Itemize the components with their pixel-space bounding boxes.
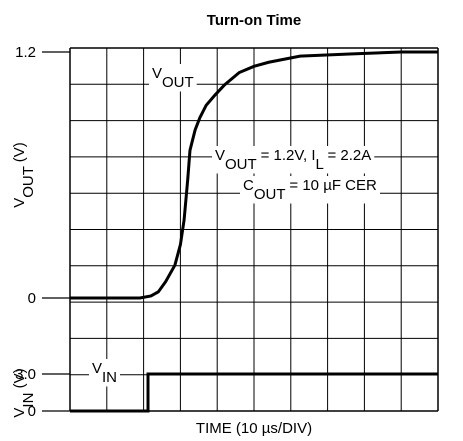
annotation: VIN bbox=[92, 360, 117, 386]
text-part: IN bbox=[20, 393, 37, 408]
text-part: L bbox=[316, 156, 324, 173]
text-part: (V) bbox=[11, 142, 28, 166]
text-part: V bbox=[152, 65, 162, 82]
text-part: (V) bbox=[11, 368, 28, 392]
chart-title: Turn-on Time bbox=[207, 12, 301, 29]
label-background bbox=[89, 359, 121, 387]
y-tick-label: 0 bbox=[28, 403, 36, 420]
text-part: OUT bbox=[254, 186, 286, 203]
text-part: C bbox=[243, 177, 254, 194]
text-part: = 1.2V, I bbox=[256, 147, 315, 164]
text-part: V bbox=[11, 408, 28, 418]
data-line bbox=[70, 50, 438, 300]
annotation: VOUT bbox=[152, 65, 194, 91]
annotation: COUT = 10 µF CER bbox=[243, 177, 377, 203]
text-part: OUT bbox=[225, 156, 257, 173]
text-part: OUT bbox=[20, 166, 37, 198]
y-tick-label: 1.2 bbox=[15, 44, 36, 61]
y-tick-label: 3.0 bbox=[15, 366, 36, 383]
x-axis-label: TIME (10 µs/DIV) bbox=[196, 420, 312, 437]
text-part: V bbox=[215, 147, 225, 164]
text-part: = 10 µF CER bbox=[285, 177, 377, 194]
text-part: = 2.2A bbox=[323, 147, 371, 164]
text-part: V bbox=[92, 360, 102, 377]
annotation: VOUT = 1.2V, IL = 2.2A bbox=[215, 147, 371, 173]
y-axis-label: VIN (V) bbox=[11, 368, 37, 417]
label-background bbox=[212, 146, 375, 174]
label-background bbox=[240, 176, 381, 204]
text-part: OUT bbox=[162, 74, 194, 91]
y-tick-label: 0 bbox=[28, 290, 36, 307]
text-part: V bbox=[11, 198, 28, 208]
label-background bbox=[149, 64, 197, 92]
data-line bbox=[70, 372, 438, 413]
text-part: IN bbox=[102, 369, 117, 386]
y-axis-label: VOUT (V) bbox=[11, 142, 37, 208]
